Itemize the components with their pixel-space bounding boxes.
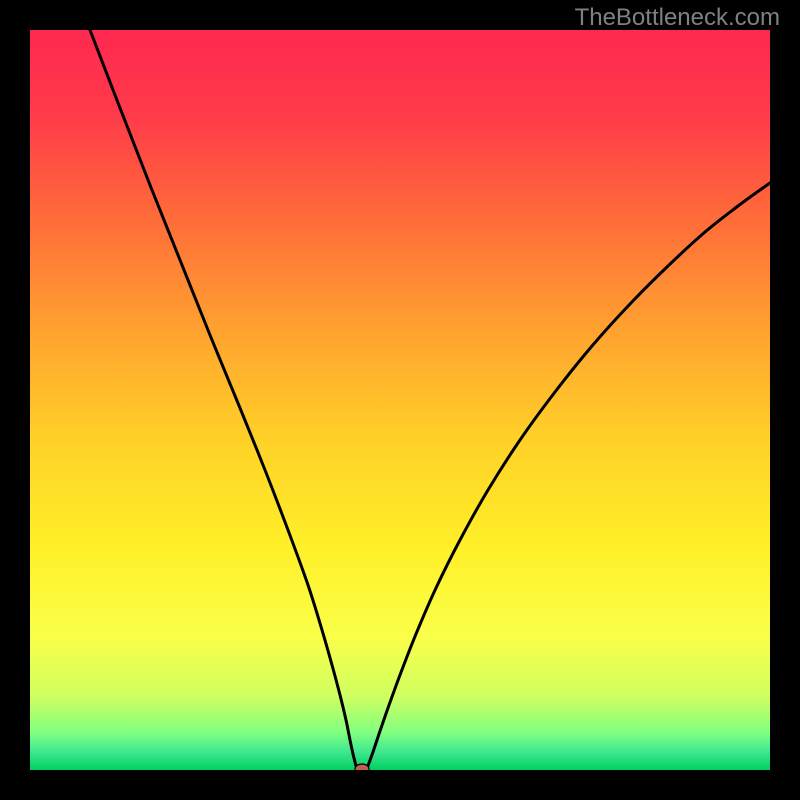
gradient-background xyxy=(30,30,770,770)
minimum-marker xyxy=(355,764,369,770)
chart-frame: TheBottleneck.com xyxy=(0,0,800,800)
watermark-text: TheBottleneck.com xyxy=(575,4,780,32)
plot-area xyxy=(30,30,770,770)
chart-svg xyxy=(30,30,770,770)
